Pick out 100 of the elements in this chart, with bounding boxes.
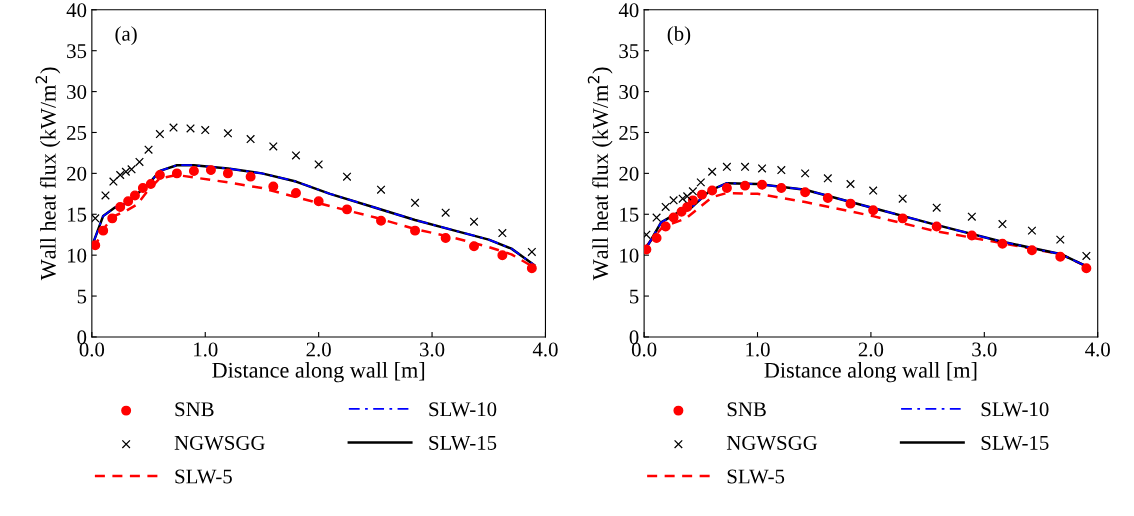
legend-label: SLW-10 bbox=[981, 402, 1049, 417]
y-tick-label: 25 bbox=[619, 125, 639, 140]
x-tick-label: 4.0 bbox=[1085, 342, 1110, 357]
point bbox=[846, 179, 855, 189]
point bbox=[845, 198, 856, 209]
point bbox=[757, 164, 767, 173]
point bbox=[440, 233, 451, 243]
point bbox=[721, 183, 732, 194]
point bbox=[441, 208, 451, 218]
point bbox=[497, 250, 508, 261]
y-tick-label: 10 bbox=[620, 248, 639, 263]
y-axis-title: Wall heat flux (kW/m$^{2}$) bbox=[587, 67, 613, 281]
point bbox=[91, 213, 100, 223]
point bbox=[898, 194, 908, 204]
point bbox=[707, 167, 717, 177]
point bbox=[115, 170, 125, 180]
x-axis-title: Distance along wall [m] bbox=[764, 362, 977, 383]
x-tick-label: 3.0 bbox=[420, 342, 445, 357]
point bbox=[707, 185, 718, 196]
y-tick-label: 40 bbox=[618, 3, 639, 18]
y-tick-label: 35 bbox=[619, 44, 639, 59]
point bbox=[740, 180, 751, 191]
y-tick-label: 5 bbox=[630, 289, 639, 304]
legend-label: SLW-10 bbox=[429, 402, 497, 417]
point bbox=[776, 165, 786, 175]
point bbox=[171, 168, 182, 179]
y-tick-label: 15 bbox=[67, 207, 87, 222]
point bbox=[376, 215, 386, 226]
point bbox=[154, 170, 165, 180]
point bbox=[1081, 251, 1091, 261]
point bbox=[186, 123, 195, 133]
point bbox=[115, 201, 126, 212]
x-tick-label: 1.0 bbox=[746, 342, 770, 357]
y-tick-label: 15 bbox=[620, 207, 639, 222]
point bbox=[1026, 245, 1037, 256]
point bbox=[268, 181, 279, 192]
point bbox=[1055, 235, 1065, 245]
point bbox=[222, 168, 233, 179]
point bbox=[757, 179, 768, 190]
y-tick-label: 40 bbox=[66, 3, 87, 18]
point bbox=[823, 173, 833, 183]
y-tick-label: 35 bbox=[67, 44, 87, 59]
point bbox=[246, 134, 256, 144]
point bbox=[137, 183, 148, 194]
point bbox=[696, 189, 707, 200]
legend-label: SLW-5 bbox=[727, 469, 785, 484]
point bbox=[696, 177, 706, 187]
point bbox=[342, 204, 352, 215]
point bbox=[169, 123, 178, 133]
point bbox=[410, 225, 421, 236]
point bbox=[410, 198, 420, 208]
point bbox=[660, 221, 671, 232]
x-tick-label: 1.0 bbox=[194, 342, 218, 357]
y-tick-label: 30 bbox=[67, 84, 87, 100]
y-axis-title: Wall heat flux (kW/m$^{2}$) bbox=[35, 67, 61, 281]
point bbox=[526, 263, 537, 274]
point bbox=[314, 159, 324, 169]
point bbox=[497, 228, 507, 238]
x-axis-title: Distance along wall [m] bbox=[212, 362, 425, 383]
point bbox=[722, 162, 732, 172]
point bbox=[245, 171, 256, 182]
legend-label: NGWSGG bbox=[174, 435, 265, 450]
point bbox=[129, 190, 140, 201]
annotation: (a) bbox=[115, 26, 137, 46]
point bbox=[91, 240, 101, 251]
legend-label: SLW-15 bbox=[981, 435, 1049, 450]
y-tick-label: 20 bbox=[619, 166, 639, 181]
y-tick-label: 20 bbox=[67, 166, 87, 181]
legend-label: SNB bbox=[727, 402, 766, 417]
annotation: (b) bbox=[667, 26, 691, 46]
point bbox=[469, 241, 479, 252]
point bbox=[687, 195, 698, 206]
point bbox=[897, 213, 908, 224]
point bbox=[527, 247, 537, 257]
point bbox=[682, 201, 693, 212]
point bbox=[1055, 251, 1066, 262]
legend-label: SNB bbox=[175, 402, 214, 417]
point bbox=[967, 212, 977, 222]
point bbox=[101, 191, 110, 200]
point bbox=[868, 205, 879, 216]
point bbox=[740, 162, 750, 172]
point bbox=[800, 168, 810, 178]
point bbox=[1027, 226, 1037, 236]
point bbox=[931, 221, 942, 232]
point bbox=[688, 186, 698, 196]
point bbox=[107, 213, 118, 224]
point bbox=[135, 157, 144, 167]
x-tick-label: 4.0 bbox=[532, 342, 558, 357]
point bbox=[998, 219, 1007, 229]
point bbox=[932, 203, 942, 213]
point bbox=[776, 183, 787, 194]
point bbox=[682, 191, 692, 201]
point bbox=[469, 217, 479, 227]
point bbox=[291, 150, 301, 160]
point bbox=[205, 165, 216, 176]
point bbox=[145, 179, 156, 189]
point bbox=[290, 188, 301, 198]
point bbox=[822, 192, 833, 203]
x-tick-label: 2.0 bbox=[306, 342, 331, 357]
point bbox=[313, 196, 324, 207]
